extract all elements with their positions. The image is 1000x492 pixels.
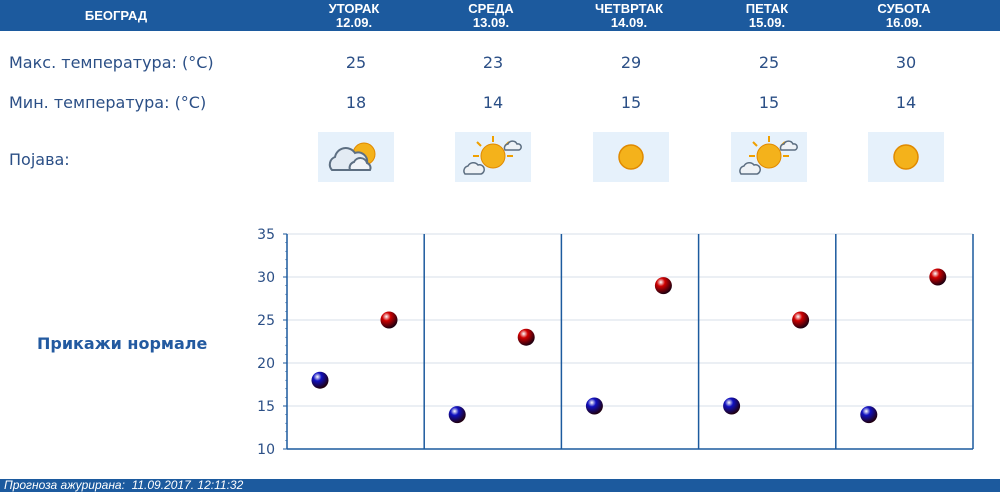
show-normals-link[interactable]: Прикажи нормале [37,334,208,353]
day-name: СРЕДА [468,1,514,16]
min-temp-value: 14 [895,93,917,112]
y-tick-label: 35 [257,227,275,243]
day-name: СУБОТА [877,1,931,16]
sun-icon [868,132,944,182]
min-temp-marker [860,406,878,424]
y-tick-label: 15 [257,399,275,415]
day-date: 14.09. [610,15,648,30]
max-temp-marker [517,328,535,346]
max-temp-value: 23 [482,53,504,72]
day-date: 12.09. [335,15,373,30]
min-temp-marker [448,406,466,424]
phenomenon-label: Појава: [9,150,70,169]
max-temp-marker [654,277,672,295]
forecast-updated-text: Прогноза ажурирана: 11.09.2017. 12:11:32 [4,478,244,492]
footer-bar: Прогноза ажурирана: 11.09.2017. 12:11:32 [0,479,1000,492]
day-date: 15.09. [748,15,786,30]
y-tick-label: 20 [257,356,275,372]
max-temp-marker [792,311,810,329]
min-temp-marker [723,397,741,415]
y-tick-label: 30 [257,270,275,286]
day-header: УТОРАК 12.09. [294,0,414,30]
min-temp-value: 15 [620,93,642,112]
day-header: ЧЕТВРТАК 14.09. [569,0,689,30]
y-tick-label: 10 [257,442,275,457]
forecast-header: БЕОГРАД УТОРАК 12.09. СРЕДА 13.09. ЧЕТВР… [0,0,1000,31]
day-header: СРЕДА 13.09. [431,0,551,30]
day-header: ПЕТАК 15.09. [707,0,827,30]
max-temp-value: 29 [620,53,642,72]
day-name: УТОРАК [328,1,380,16]
max-temp-value: 25 [758,53,780,72]
y-tick-label: 25 [257,313,275,329]
max-temp-marker [380,311,398,329]
min-temp-label: Мин. температура: (°C) [9,93,207,112]
day-date: 13.09. [472,15,510,30]
min-temp-value: 15 [758,93,780,112]
min-temp-value: 18 [345,93,367,112]
city-name: БЕОГРАД [84,8,148,23]
day-header: СУБОТА 16.09. [844,0,964,30]
max-temp-value: 25 [345,53,367,72]
max-temp-marker [929,268,947,286]
temperature-chart: 10 15 20 25 30 35 [257,227,974,457]
day-date: 16.09. [885,15,923,30]
day-name: ПЕТАК [745,1,789,16]
day-name: ЧЕТВРТАК [594,1,664,16]
max-temp-value: 30 [895,53,917,72]
partly-cloudy-icon [731,132,807,182]
cloud-sun-icon [318,132,394,182]
partly-cloudy-icon [455,132,531,182]
max-temp-label: Макс. температура: (°C) [9,53,214,72]
min-temp-marker [311,371,329,389]
min-temp-marker [585,397,603,415]
min-temp-value: 14 [482,93,504,112]
sun-icon [593,132,669,182]
